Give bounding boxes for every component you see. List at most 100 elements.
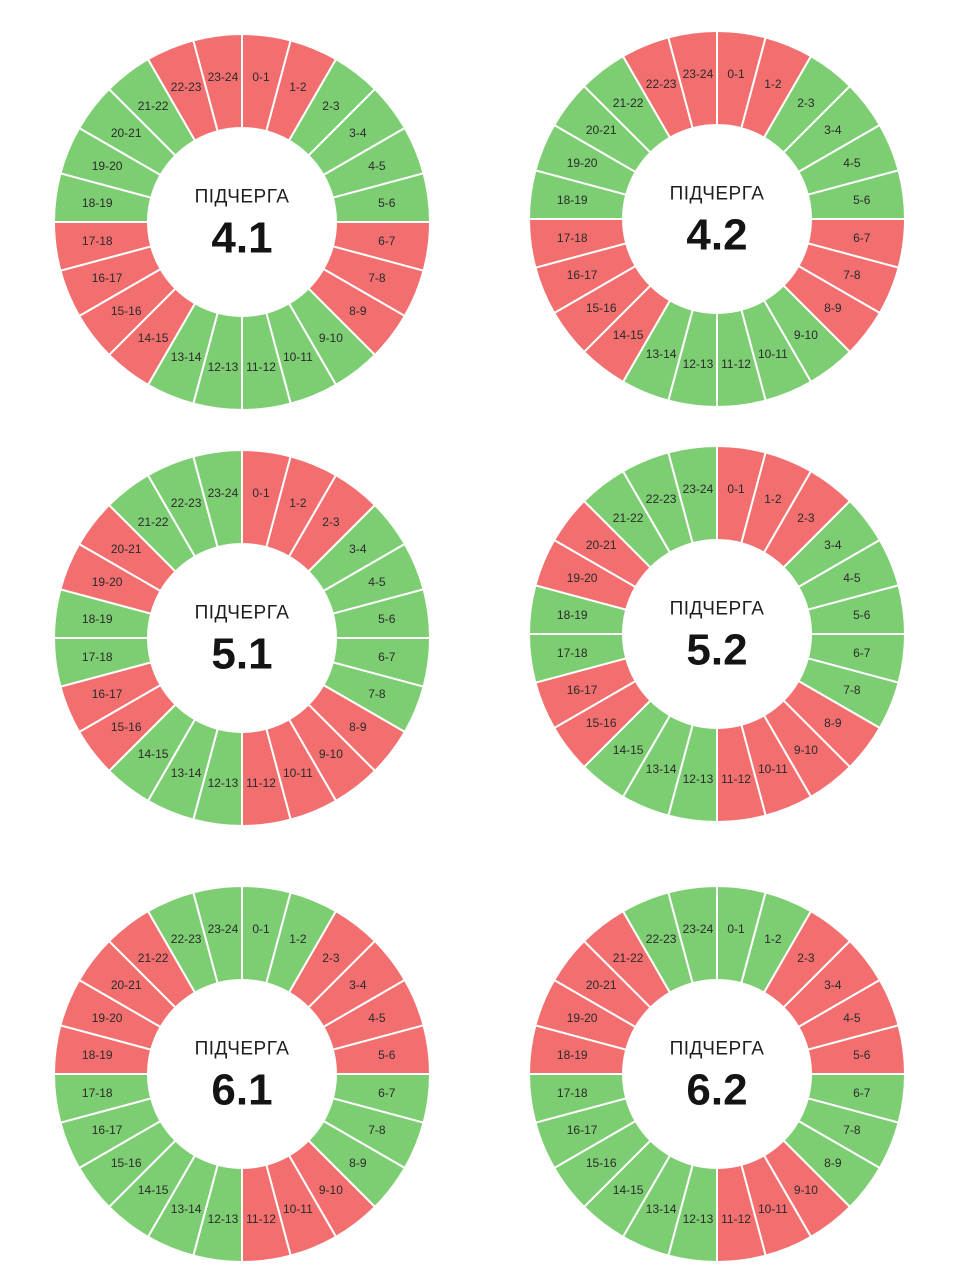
hour-label: 16-17: [567, 1123, 598, 1137]
hour-label: 23-24: [683, 482, 714, 496]
hour-label: 18-19: [82, 196, 113, 210]
hour-label: 16-17: [92, 271, 123, 285]
hour-label: 12-13: [208, 360, 239, 374]
hour-label: 13-14: [646, 1202, 677, 1216]
hour-label: 20-21: [586, 978, 617, 992]
hour-label: 17-18: [82, 650, 113, 664]
queue-number: 6.1: [211, 1066, 272, 1115]
schedule-ring-5-1: 0-1 1-2 2-3 3-4 4-5 5-6 6-7 7-8 8-9 9-10 10-11 11-1…: [52, 448, 432, 828]
queue-number: 5.1: [211, 630, 272, 679]
hour-segment: [192, 884, 243, 985]
hour-label: 0-1: [727, 482, 745, 496]
hour-label: 12-13: [683, 772, 714, 786]
hour-label: 11-12: [721, 772, 751, 786]
hour-label: 6-7: [853, 646, 871, 660]
hour-label: 16-17: [567, 268, 598, 282]
hour-label: 7-8: [368, 687, 386, 701]
hour-label: 21-22: [138, 951, 169, 965]
hour-label: 4-5: [843, 1011, 861, 1025]
hour-label: 21-22: [613, 951, 644, 965]
queue-number: 6.2: [686, 1066, 747, 1115]
hour-label: 14-15: [613, 328, 644, 342]
hour-label: 3-4: [349, 978, 367, 992]
hour-label: 19-20: [567, 156, 598, 170]
hour-label: 14-15: [613, 1183, 644, 1197]
hour-label: 20-21: [111, 126, 142, 140]
hour-label: 8-9: [824, 716, 842, 730]
hour-label: 12-13: [208, 776, 239, 790]
hour-label: 0-1: [252, 70, 270, 84]
queue-title: ПІДЧЕРГА: [670, 184, 765, 205]
hour-label: 7-8: [843, 268, 861, 282]
hour-label: 5-6: [853, 608, 871, 622]
hour-label: 8-9: [824, 1156, 842, 1170]
hour-label: 15-16: [111, 1156, 142, 1170]
hour-label: 12-13: [683, 1212, 714, 1226]
center-disc: [624, 126, 810, 312]
hour-label: 17-18: [82, 1086, 113, 1100]
hour-label: 7-8: [843, 1123, 861, 1137]
hour-label: 2-3: [797, 951, 815, 965]
center-disc: [624, 541, 810, 727]
hour-label: 18-19: [557, 608, 588, 622]
hour-label: 13-14: [171, 350, 202, 364]
hour-segment: [667, 444, 718, 545]
schedule-ring-4-2: 0-1 1-2 2-3 3-4 4-5 5-6 6-7 7-8 8-9 9-10 10-11 11-1…: [527, 29, 907, 409]
hour-label: 9-10: [794, 328, 818, 342]
hour-label: 6-7: [378, 1086, 396, 1100]
hour-label: 6-7: [853, 231, 871, 245]
hour-segment: [192, 32, 243, 133]
hour-label: 2-3: [797, 96, 815, 110]
hour-label: 11-12: [246, 776, 276, 790]
hour-label: 19-20: [92, 1011, 123, 1025]
hour-label: 20-21: [111, 542, 142, 556]
queue-number: 4.2: [686, 211, 747, 260]
hour-label: 5-6: [378, 612, 396, 626]
schedule-ring-6-1: 0-1 1-2 2-3 3-4 4-5 5-6 6-7 7-8 8-9 9-10 10-11 11-1…: [52, 884, 432, 1264]
hour-segment: [192, 448, 243, 549]
queue-number: 5.2: [686, 626, 747, 675]
hour-label: 3-4: [824, 123, 842, 137]
hour-label: 14-15: [613, 743, 644, 757]
hour-label: 0-1: [727, 922, 745, 936]
hour-label: 6-7: [378, 650, 396, 664]
hour-label: 18-19: [82, 1048, 113, 1062]
hour-label: 15-16: [111, 304, 142, 318]
hour-label: 9-10: [319, 747, 343, 761]
hour-label: 22-23: [646, 932, 677, 946]
hour-label: 4-5: [368, 159, 386, 173]
schedule-ring-5-2: 0-1 1-2 2-3 3-4 4-5 5-6 6-7 7-8 8-9 9-10 10-11 11-1…: [527, 444, 907, 824]
hour-label: 7-8: [368, 271, 386, 285]
hour-label: 14-15: [138, 747, 169, 761]
hour-segment: [667, 884, 718, 985]
center-disc: [149, 545, 335, 731]
hour-label: 13-14: [646, 762, 677, 776]
hour-label: 20-21: [586, 123, 617, 137]
hour-label: 9-10: [794, 1183, 818, 1197]
hour-label: 4-5: [368, 1011, 386, 1025]
hour-label: 4-5: [843, 156, 861, 170]
hour-label: 7-8: [843, 683, 861, 697]
hour-label: 1-2: [289, 932, 307, 946]
hour-label: 9-10: [319, 1183, 343, 1197]
hour-label: 18-19: [557, 1048, 588, 1062]
hour-label: 3-4: [349, 126, 367, 140]
hour-label: 8-9: [349, 304, 367, 318]
hour-label: 23-24: [208, 486, 239, 500]
hour-label: 13-14: [171, 1202, 202, 1216]
hour-label: 1-2: [289, 80, 307, 94]
hour-label: 18-19: [82, 612, 113, 626]
hour-label: 11-12: [246, 1212, 276, 1226]
hour-label: 1-2: [764, 932, 782, 946]
hour-label: 19-20: [92, 575, 123, 589]
hour-label: 12-13: [683, 357, 714, 371]
hour-label: 2-3: [322, 99, 340, 113]
hour-label: 2-3: [797, 511, 815, 525]
hour-label: 23-24: [683, 67, 714, 81]
hour-label: 11-12: [246, 360, 276, 374]
hour-label: 9-10: [319, 331, 343, 345]
hour-label: 15-16: [586, 716, 617, 730]
schedule-ring-4-1: 0-1 1-2 2-3 3-4 4-5 5-6 6-7 7-8 8-9 9-10 10-11 11-1…: [52, 32, 432, 412]
queue-title: ПІДЧЕРГА: [195, 1039, 290, 1060]
hour-label: 23-24: [683, 922, 714, 936]
